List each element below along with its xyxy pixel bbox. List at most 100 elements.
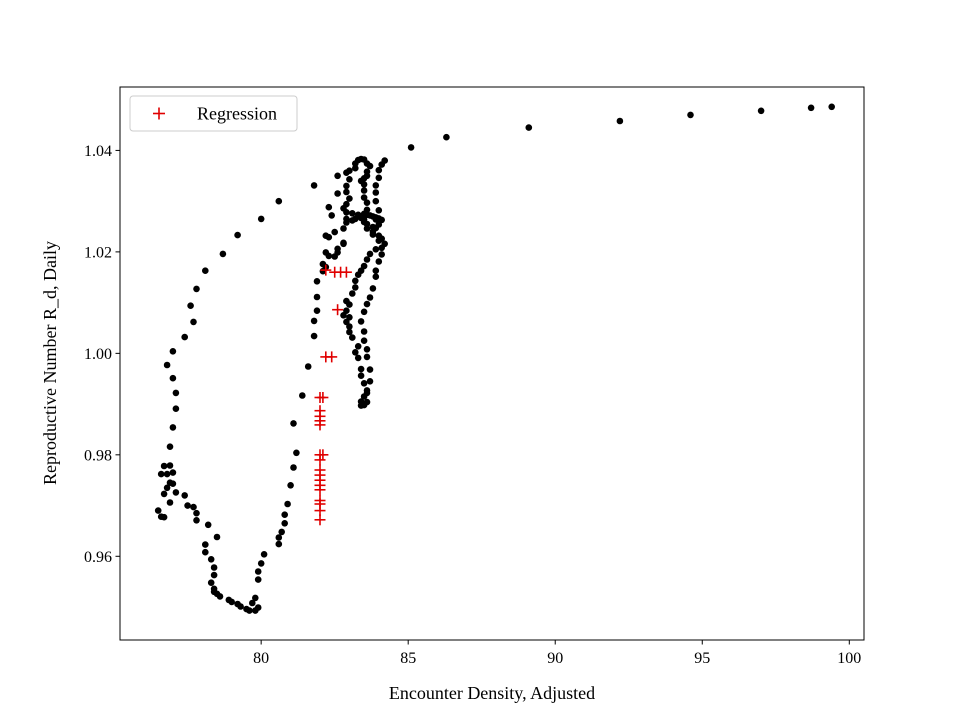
x-tick-label-0: 80 xyxy=(253,650,269,667)
observed-point-81 xyxy=(304,363,312,370)
observed-point-10 xyxy=(257,215,265,223)
observed-point-42 xyxy=(160,513,168,521)
observed-point-66 xyxy=(254,576,262,583)
observed-point-119 xyxy=(366,250,374,258)
observed-point-75 xyxy=(284,500,291,508)
observed-point-152 xyxy=(363,346,371,353)
observed-point-70 xyxy=(275,540,283,548)
observed-point-49 xyxy=(210,564,218,571)
observed-point-205 xyxy=(375,166,383,174)
observed-point-11 xyxy=(234,231,241,239)
observed-point-24 xyxy=(166,443,174,451)
observed-point-155 xyxy=(357,318,365,325)
observed-point-214 xyxy=(343,215,350,223)
regression-point-15 xyxy=(314,454,326,466)
observed-point-174 xyxy=(343,200,350,208)
legend-regression-marker xyxy=(153,107,165,120)
observed-point-208 xyxy=(363,172,371,180)
observed-point-151 xyxy=(363,353,371,361)
observed-point-198 xyxy=(369,223,377,231)
observed-point-0 xyxy=(828,103,835,111)
observed-point-207 xyxy=(381,157,389,164)
regression-point-12 xyxy=(314,419,326,431)
observed-point-180 xyxy=(346,167,353,174)
plot-area xyxy=(154,103,835,614)
observed-point-83 xyxy=(310,317,318,325)
observed-point-45 xyxy=(213,533,221,541)
observed-point-26 xyxy=(166,462,174,469)
observed-point-156 xyxy=(360,308,368,316)
observed-point-209 xyxy=(357,177,365,185)
observed-point-126 xyxy=(349,290,356,297)
observed-point-125 xyxy=(352,284,359,291)
observed-point-187 xyxy=(366,162,374,170)
observed-point-72 xyxy=(278,528,286,536)
observed-point-40 xyxy=(193,509,200,517)
y-tick-label-1: 0.98 xyxy=(84,447,112,464)
observed-point-128 xyxy=(346,301,353,308)
observed-point-73 xyxy=(281,520,289,527)
observed-point-199 xyxy=(372,216,380,223)
observed-point-120 xyxy=(363,256,371,263)
observed-point-147 xyxy=(363,398,371,406)
observed-point-31 xyxy=(169,480,177,488)
observed-point-154 xyxy=(360,328,368,335)
x-tick-label-4: 100 xyxy=(837,650,861,667)
observed-point-8 xyxy=(310,182,318,189)
regression-series xyxy=(314,264,352,526)
y-axis-label: Reproductive Number R_d, Daily xyxy=(40,241,60,485)
observed-point-98 xyxy=(322,232,330,239)
regression-point-6 xyxy=(320,351,332,363)
observed-point-79 xyxy=(290,420,297,427)
observed-point-71 xyxy=(275,534,283,541)
x-tick-label-1: 85 xyxy=(400,650,416,667)
observed-point-2 xyxy=(757,107,765,115)
observed-point-191 xyxy=(360,187,368,194)
observed-point-202 xyxy=(372,189,380,196)
x-tick-label-3: 95 xyxy=(694,650,710,667)
regression-point-23 xyxy=(314,505,326,517)
observed-point-141 xyxy=(360,380,368,387)
observed-point-18 xyxy=(169,348,177,355)
observed-point-21 xyxy=(172,389,180,397)
observed-point-178 xyxy=(346,176,353,183)
observed-point-33 xyxy=(160,490,168,498)
observed-point-166 xyxy=(369,231,377,238)
y-tick-label-4: 1.04 xyxy=(84,143,112,160)
regression-point-3 xyxy=(320,264,332,276)
regression-point-2 xyxy=(329,266,341,278)
observed-point-176 xyxy=(343,188,350,196)
y-tick-label-0: 0.96 xyxy=(84,549,112,566)
observed-point-27 xyxy=(157,470,165,478)
observed-point-36 xyxy=(166,499,174,506)
observed-point-3 xyxy=(687,111,694,119)
observed-point-25 xyxy=(160,462,168,470)
observed-point-43 xyxy=(193,517,200,524)
observed-point-136 xyxy=(354,343,362,350)
observed-point-76 xyxy=(287,482,294,489)
observed-point-22 xyxy=(172,405,180,413)
observed-point-59 xyxy=(237,603,244,610)
legend-box xyxy=(129,95,298,132)
observed-point-50 xyxy=(210,571,218,579)
legend-regression-label: Regression xyxy=(197,104,277,124)
y-tick-label-2: 1.00 xyxy=(84,346,112,363)
observed-point-37 xyxy=(184,502,191,509)
observed-point-118 xyxy=(372,246,380,253)
observed-point-100 xyxy=(340,225,347,232)
observed-point-91 xyxy=(325,252,333,260)
observed-point-200 xyxy=(375,207,383,214)
observed-point-23 xyxy=(169,424,177,431)
observed-point-48 xyxy=(207,556,215,563)
observed-point-192 xyxy=(360,194,368,201)
y-axis: 0.96 0.98 1.00 1.02 1.04 xyxy=(84,143,120,566)
observed-point-159 xyxy=(369,285,377,292)
observed-point-171 xyxy=(349,210,356,217)
observed-point-39 xyxy=(154,507,162,514)
observed-point-193 xyxy=(363,199,371,206)
observed-point-14 xyxy=(193,285,200,293)
observed-point-148 xyxy=(363,389,371,397)
x-axis: 80 85 90 95 100 xyxy=(253,640,861,667)
observed-point-74 xyxy=(281,511,289,518)
